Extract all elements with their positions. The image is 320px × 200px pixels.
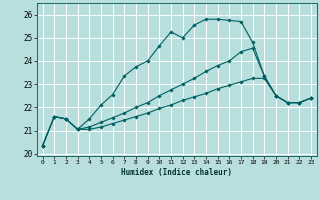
X-axis label: Humidex (Indice chaleur): Humidex (Indice chaleur) bbox=[121, 168, 232, 177]
